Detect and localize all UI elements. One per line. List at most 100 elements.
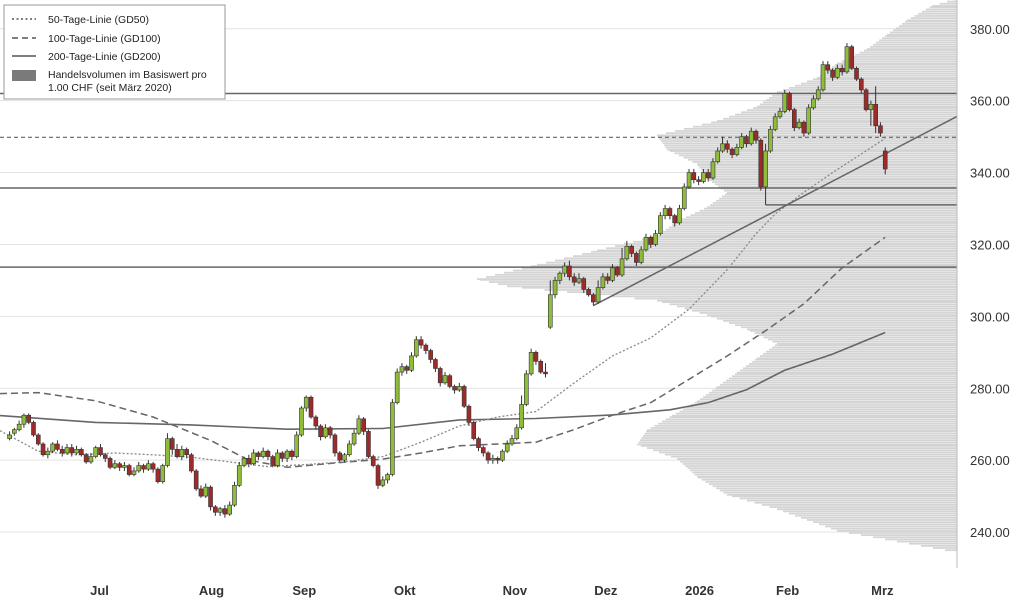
volume-profile-bar <box>750 330 957 332</box>
candle-body <box>256 452 261 457</box>
candle-body <box>16 423 22 430</box>
volume-profile-bar <box>723 381 957 384</box>
candle <box>452 384 457 394</box>
candle <box>447 373 453 389</box>
candle-body <box>849 46 855 69</box>
volume-profile-bar <box>831 527 957 530</box>
candle <box>863 88 869 112</box>
candle <box>634 251 639 267</box>
candle <box>126 463 132 477</box>
y-tick-label: 240.00 <box>970 525 1010 540</box>
volume-profile-bar <box>692 309 957 312</box>
volume-profile-bar <box>861 534 957 536</box>
candle-body <box>744 136 749 145</box>
candle-body <box>437 368 443 384</box>
candle <box>710 158 716 180</box>
volume-profile-bar <box>685 465 957 467</box>
candle-body <box>538 360 544 373</box>
candle-body <box>858 78 864 91</box>
volume-profile-bar <box>677 220 957 223</box>
volume-profile-bar <box>717 386 957 388</box>
volume-profile-bar <box>504 271 957 274</box>
volume-profile-bar <box>723 117 957 120</box>
candle <box>280 451 285 462</box>
candle-body <box>792 109 797 128</box>
volume-profile-bar <box>615 245 957 247</box>
volume-profile-bar <box>933 547 957 549</box>
candle <box>725 140 730 153</box>
candle-body <box>567 265 572 278</box>
volume-profile-bar <box>837 529 957 532</box>
volume-profile-bar <box>644 432 957 435</box>
candle-body <box>251 452 256 465</box>
candle-body <box>40 443 46 456</box>
volume-profile-bar <box>522 267 957 270</box>
volume-profile-bar <box>495 273 957 276</box>
candle <box>854 66 859 81</box>
y-tick-label: 380.00 <box>970 22 1010 37</box>
volume-profile-bar <box>522 286 957 289</box>
volume-profile-bar <box>729 322 957 324</box>
candle <box>696 176 701 186</box>
candle-body <box>45 450 51 456</box>
candle-body <box>294 434 299 457</box>
candlesticks <box>7 43 888 518</box>
candle <box>332 433 338 457</box>
candle <box>538 359 544 374</box>
candle-body <box>423 344 429 351</box>
volume-profile-bar <box>662 420 957 423</box>
candle-body <box>227 504 232 515</box>
candle-body <box>878 125 883 134</box>
candle <box>323 424 328 439</box>
volume-profile-bar <box>753 107 957 109</box>
candle <box>820 61 826 92</box>
volume-profile-bar <box>477 278 957 281</box>
candle-body <box>303 396 309 409</box>
candle-body <box>461 386 467 407</box>
volume-profile-bar <box>914 15 957 17</box>
candle <box>571 273 577 286</box>
candle-body <box>653 233 658 245</box>
x-tick-label: Dez <box>594 583 618 598</box>
candle <box>270 454 276 468</box>
candle <box>390 399 395 477</box>
volume-profile-bar <box>783 89 957 91</box>
moving-averages <box>0 137 886 469</box>
volume-profile-bar <box>712 485 957 488</box>
candle-body <box>466 405 472 423</box>
candle-body <box>820 64 826 91</box>
volume-profile-bar <box>910 17 957 20</box>
volume-profile-bar <box>651 236 957 239</box>
candle-body <box>150 463 156 470</box>
candle <box>782 89 788 114</box>
volume-profile-bar <box>646 430 957 433</box>
volume-profile-bar <box>725 193 957 196</box>
volume-profile-bar <box>712 181 957 183</box>
volume-profile-bar <box>589 293 957 296</box>
volume-profile-bar <box>727 191 957 194</box>
volume-profile-bar <box>897 540 957 543</box>
volume-profile-bar <box>633 240 957 243</box>
candle <box>815 86 821 101</box>
y-tick-label: 300.00 <box>970 309 1010 324</box>
candle <box>701 168 706 184</box>
candle-body <box>514 427 520 439</box>
volume-profile-bar <box>741 326 957 329</box>
candle <box>681 183 687 211</box>
candle-body <box>758 139 764 188</box>
volume-profile-bar <box>850 56 957 58</box>
volume-profile-bar <box>687 406 957 408</box>
volume-profile-bar <box>647 447 957 449</box>
candle <box>739 133 744 150</box>
candle-body <box>21 414 27 425</box>
candle <box>265 449 271 461</box>
candle-body <box>385 474 390 481</box>
volume-profile-bar <box>890 31 957 34</box>
volume-profile-bar <box>723 491 957 494</box>
candle <box>193 469 199 491</box>
candle <box>457 382 462 392</box>
candle <box>217 506 223 516</box>
candle <box>629 244 634 258</box>
candle <box>768 125 773 153</box>
candle-body <box>677 208 682 224</box>
